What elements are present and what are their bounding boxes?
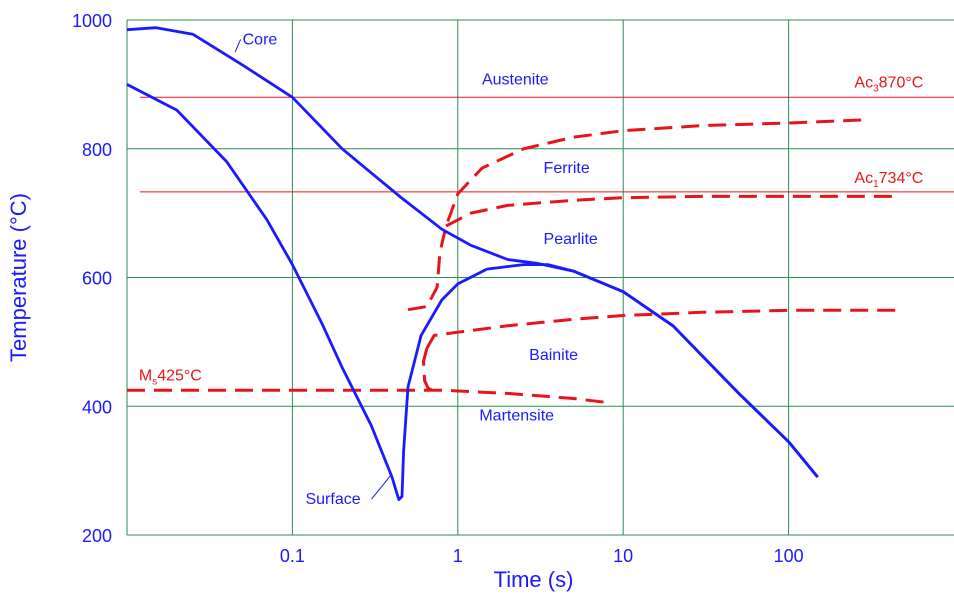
annotation-label: Martensite [479, 407, 554, 424]
y-tick-label: 400 [82, 397, 112, 417]
series-line [126, 83, 819, 501]
y-tick-label: 200 [82, 526, 112, 546]
annotation-leader [371, 473, 393, 500]
x-axis-title: Time (s) [494, 567, 574, 592]
series-line [425, 308, 897, 350]
x-tick-label: 100 [774, 546, 804, 566]
annotation-label: Core [243, 31, 278, 48]
annotation-label: Ms425°C [139, 368, 202, 388]
annotation-leader [234, 39, 242, 53]
y-tick-label: 800 [82, 140, 112, 160]
annotation-label: Bainite [529, 347, 578, 364]
series-line [126, 26, 819, 478]
annotation-label: Ac3870°C [854, 75, 923, 95]
x-tick-label: 1 [453, 546, 463, 566]
y-tick-label: 600 [82, 269, 112, 289]
annotation-label: Pearlite [544, 231, 598, 248]
annotation-label: Austenite [482, 71, 549, 88]
y-tick-label: 1000 [72, 11, 112, 31]
x-tick-label: 0.1 [280, 546, 305, 566]
y-axis-title: Temperature (°C) [6, 193, 31, 362]
series-line [422, 347, 433, 392]
series-line [445, 194, 897, 228]
annotation-label: Surface [305, 491, 360, 508]
series-line [127, 388, 612, 405]
annotation-label: Ferrite [544, 160, 590, 177]
annotation-label: Ac1734°C [854, 170, 923, 190]
series-line [407, 118, 868, 312]
x-tick-label: 10 [613, 546, 633, 566]
